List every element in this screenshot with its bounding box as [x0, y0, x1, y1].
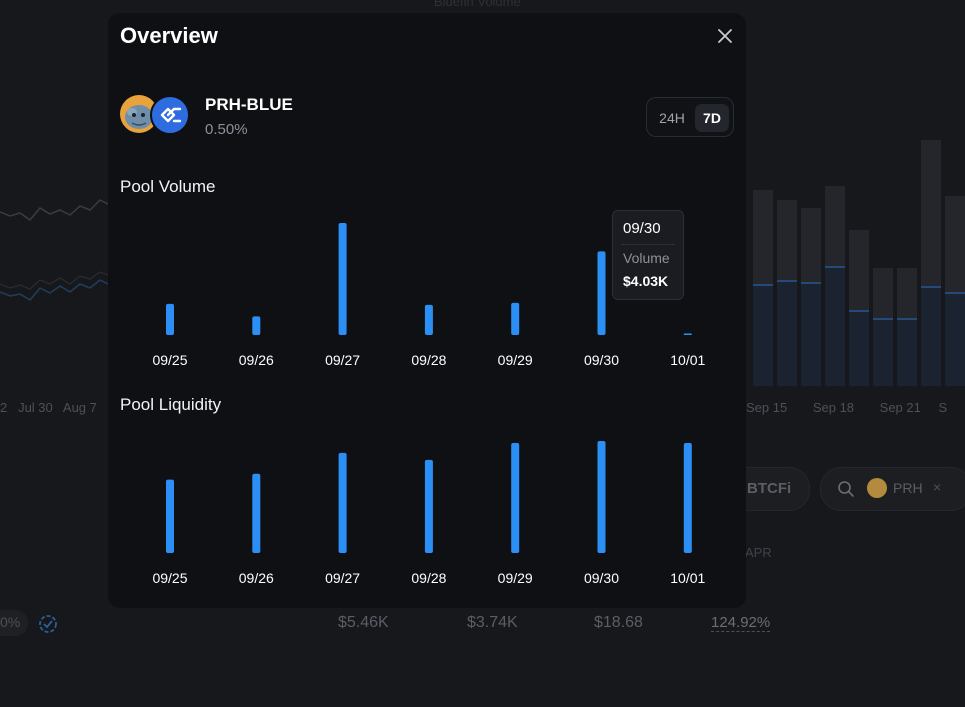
search-token-label: PRH — [893, 480, 923, 496]
liquidity-bar-09-30[interactable] — [597, 441, 606, 553]
axis-label: Sep 21 — [879, 400, 921, 415]
prh-token-icon — [867, 478, 887, 498]
liquidity-bar-10-01[interactable] — [683, 442, 692, 553]
volume-tick-label: 09/27 — [325, 352, 360, 368]
pool-fee-tier: 0.50% — [205, 121, 248, 138]
liquidity-bar-09-27[interactable] — [338, 452, 347, 553]
overview-modal: Overview PRH-BLUE 0.50% 24H 7D Pool Volu… — [108, 13, 746, 608]
background-axis-left: 2 Jul 30 Aug 7 — [0, 400, 97, 415]
liquidity-bar-09-25[interactable] — [166, 479, 174, 553]
liquidity-tick-label: 10/01 — [670, 570, 705, 586]
liquidity-bar-09-29[interactable] — [511, 442, 520, 553]
volume-bar-09-25[interactable] — [166, 303, 174, 335]
liquidity-bar-09-26[interactable] — [252, 473, 261, 553]
liquidity-tick-label: 09/26 — [239, 570, 274, 586]
blue-token-icon — [150, 95, 190, 135]
clear-token-icon: × — [933, 479, 942, 495]
liquidity-tick-label: 09/30 — [584, 570, 619, 586]
tooltip-date: 09/30 — [623, 220, 661, 237]
tvl-cell: $5.46K — [338, 614, 389, 631]
liquidity-tick-label: 09/29 — [498, 570, 533, 586]
tooltip-divider — [621, 244, 675, 245]
close-icon[interactable] — [715, 26, 735, 46]
search-icon — [838, 481, 854, 497]
liquidity-tick-label: 09/27 — [325, 570, 360, 586]
range-toggle: 24H 7D — [646, 97, 734, 137]
background-line-chart — [0, 199, 108, 301]
volume-tooltip: 09/30 Volume $4.03K — [612, 210, 684, 300]
pool-liquidity-chart: 09/25 09/26 09/27 09/28 09/29 09/30 10/01 — [120, 427, 734, 597]
volume-cell: $3.74K — [467, 614, 518, 631]
volume-tick-label: 09/25 — [152, 352, 187, 368]
pool-liquidity-title: Pool Liquidity — [120, 395, 222, 414]
verified-icon — [39, 615, 57, 633]
apr-cell: 124.92% — [711, 614, 771, 632]
axis-label: 2 — [0, 400, 8, 415]
axis-label: S — [938, 400, 948, 415]
fee-badge: 0% — [0, 610, 28, 636]
axis-label: Aug 7 — [62, 400, 97, 415]
fees-cell: $18.68 — [594, 614, 643, 631]
volume-bar-09-27[interactable] — [338, 223, 347, 335]
axis-label: Sep 15 — [746, 400, 788, 415]
range-7d-button[interactable]: 7D — [695, 104, 729, 132]
axis-label: Sep 18 — [812, 400, 855, 415]
volume-bar-09-28[interactable] — [424, 304, 433, 335]
pool-volume-chart: 09/25 09/26 09/27 09/28 09/29 09/30 10/01 — [120, 209, 734, 379]
volume-bar-10-01[interactable] — [683, 333, 692, 336]
background-axis-right: Sep 15 Sep 18 Sep 21 S — [746, 400, 947, 415]
liquidity-tick-label: 09/25 — [152, 570, 187, 586]
range-24h-button[interactable]: 24H — [659, 110, 685, 126]
tooltip-label: Volume — [623, 250, 670, 266]
volume-tick-label: 09/26 — [239, 352, 274, 368]
background-chart-title: Bluefin Volume — [434, 0, 521, 9]
axis-label: Jul 30 — [18, 400, 53, 415]
volume-tick-label: 09/28 — [411, 352, 446, 368]
volume-tick-label: 09/29 — [498, 352, 533, 368]
volume-bar-09-30[interactable] — [597, 251, 606, 335]
tooltip-value: $4.03K — [623, 273, 669, 289]
volume-tick-label: 09/30 — [584, 352, 619, 368]
volume-bar-09-29[interactable] — [511, 302, 520, 335]
pool-pair-name: PRH-BLUE — [205, 95, 293, 114]
pool-volume-title: Pool Volume — [120, 177, 216, 196]
modal-title: Overview — [120, 23, 218, 48]
apr-column-header: APR — [745, 545, 772, 560]
liquidity-tick-label: 09/28 — [411, 570, 446, 586]
background-bar-chart — [745, 0, 965, 386]
btcfi-filter-label: BTCFi — [747, 480, 792, 497]
volume-tick-label: 10/01 — [670, 352, 705, 368]
prh-token-icon — [120, 95, 158, 133]
liquidity-bar-09-28[interactable] — [424, 459, 433, 553]
volume-bar-09-26[interactable] — [252, 316, 261, 335]
pool-search-input: PRH × — [820, 467, 965, 511]
